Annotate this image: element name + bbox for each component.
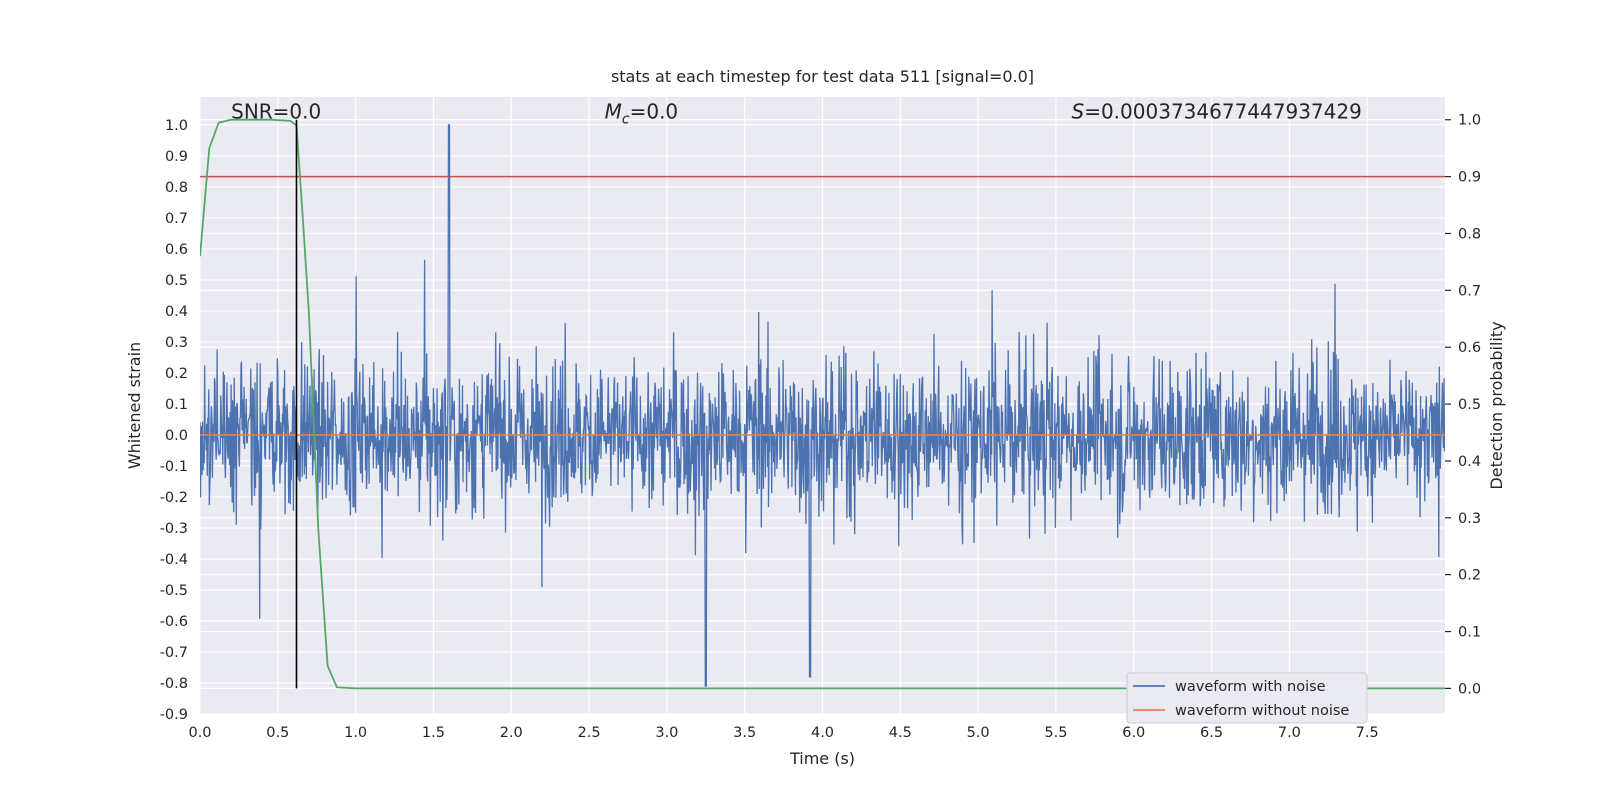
- y-tick-label-left: -0.6: [160, 614, 188, 630]
- y-tick-label-right: 0.2: [1458, 568, 1481, 584]
- y-tick-label-left: 0.5: [165, 273, 188, 289]
- y-tick-label-right: 0.3: [1458, 511, 1481, 527]
- series-group: [200, 118, 1445, 690]
- y-tick-label-right: 0.0: [1458, 681, 1481, 697]
- y-tick-label-left: -0.2: [160, 490, 188, 506]
- y-tick-label-left: 0.8: [165, 180, 188, 196]
- y-tick-label-left: -0.3: [160, 521, 188, 537]
- y-tick-label-left: -0.7: [160, 645, 188, 661]
- legend-label-clean: waveform without noise: [1175, 703, 1349, 719]
- mc-annotation: Mc=0.0: [605, 100, 679, 128]
- x-tick-label: 5.0: [967, 725, 990, 741]
- x-tick-label: 3.0: [655, 725, 678, 741]
- y-tick-label-left: 0.2: [165, 366, 188, 382]
- x-tick-label: 1.5: [422, 725, 445, 741]
- y-tick-label-right: 0.6: [1458, 340, 1481, 356]
- y-tick-label-left: 0.0: [165, 428, 188, 444]
- y-tick-label-right: 0.1: [1458, 625, 1481, 641]
- x-tick-label: 4.0: [811, 725, 834, 741]
- y-tick-label-right: 0.7: [1458, 283, 1481, 299]
- ticks-group: 0.0 0.5 1.0 1.5 2.0 2.5 3.0 3.5 4.0 4.5 5.0 5.5 6.0 6…: [160, 113, 1481, 741]
- s-symbol: S: [1072, 100, 1085, 124]
- legend-label-noise: waveform with noise: [1175, 679, 1326, 695]
- y-tick-label-left: -0.9: [160, 707, 188, 723]
- y-tick-label-left: -0.1: [160, 459, 188, 475]
- y-tick-label-left: 0.3: [165, 335, 188, 351]
- y-tick-label-left: 0.6: [165, 242, 188, 258]
- y-tick-label-left: 0.4: [165, 304, 188, 320]
- y-axis-label-right: Detection probability: [1487, 321, 1506, 489]
- x-tick-label: 0.0: [188, 725, 211, 741]
- x-tick-label: 4.5: [889, 725, 912, 741]
- legend-box: [1126, 672, 1368, 724]
- x-tick-label: 3.5: [733, 725, 756, 741]
- mc-value: =0.0: [630, 100, 679, 124]
- x-tick-label: 2.0: [500, 725, 523, 741]
- y-tick-label-left: 0.1: [165, 397, 188, 413]
- s-annotation: S=0.0003734677447937429: [1072, 100, 1362, 124]
- mc-subscript: c: [622, 112, 630, 128]
- legend: waveform with noise waveform without noi…: [1126, 672, 1368, 724]
- y-tick-label-left: 1.0: [165, 118, 188, 134]
- x-tick-label: 6.5: [1200, 725, 1223, 741]
- x-tick-label: 0.5: [266, 725, 289, 741]
- x-tick-label: 2.5: [578, 725, 601, 741]
- x-axis-label: Time (s): [789, 749, 855, 768]
- y-tick-label-left: -0.5: [160, 583, 188, 599]
- y-tick-label-left: -0.8: [160, 676, 188, 692]
- y-tick-label-right: 0.5: [1458, 397, 1481, 413]
- y-tick-label-right: 0.8: [1458, 226, 1481, 242]
- y-tick-label-right: 0.4: [1458, 454, 1481, 470]
- y-tick-label-left: 0.7: [165, 211, 188, 227]
- mc-symbol: M: [605, 100, 622, 124]
- y-tick-label-right: 1.0: [1458, 113, 1481, 129]
- x-tick-label: 7.5: [1356, 725, 1379, 741]
- y-tick-label-left: 0.9: [165, 149, 188, 165]
- x-tick-label: 6.0: [1122, 725, 1145, 741]
- chart-title: stats at each timestep for test data 511…: [611, 67, 1034, 86]
- series-probability-line: [200, 118, 1445, 690]
- y-axis-label-left: Whitened strain: [125, 342, 144, 469]
- x-tick-label: 7.0: [1278, 725, 1301, 741]
- y-tick-label-right: 0.9: [1458, 170, 1481, 186]
- series-clip-group: [200, 118, 1445, 690]
- s-value: =0.0003734677447937429: [1084, 100, 1362, 124]
- x-tick-label: 5.5: [1044, 725, 1067, 741]
- x-tick-label: 1.0: [344, 725, 367, 741]
- y-tick-label-left: -0.4: [160, 552, 188, 568]
- series-noise-line: [200, 124, 1445, 687]
- snr-annotation: SNR=0.0: [231, 100, 321, 124]
